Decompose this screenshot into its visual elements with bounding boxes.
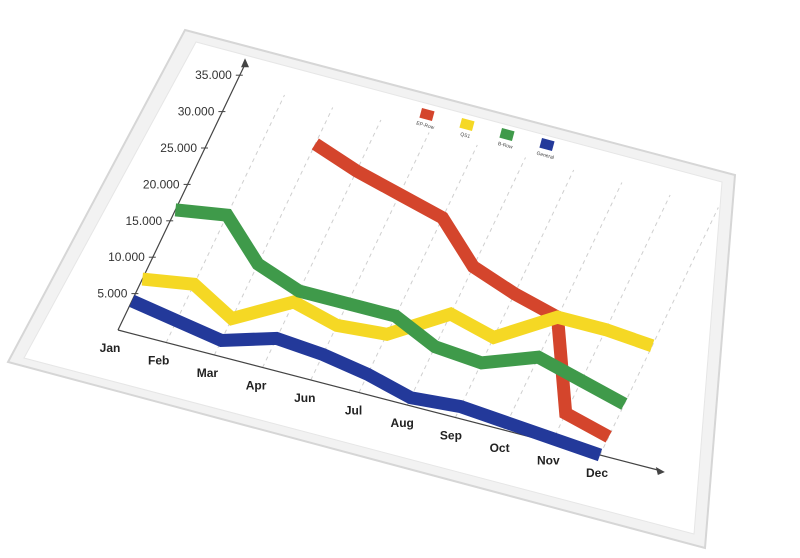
legend-swatch — [539, 137, 555, 152]
x-tick-labels: Jan Feb Mar Apr Jun Jul Aug Sep Oct Nov Dec — [100, 341, 609, 480]
legend-label: EP-Row — [416, 121, 436, 132]
x-tick-label: Sep — [440, 429, 462, 443]
x-tick-label: Feb — [148, 354, 169, 368]
legend-label: General — [536, 151, 555, 161]
grid-line — [310, 132, 430, 381]
legend-label: QS1 — [460, 132, 471, 140]
grid-line — [599, 207, 719, 456]
x-tick-label: Apr — [246, 379, 267, 393]
x-tick-label: Aug — [391, 416, 414, 430]
grid-line — [213, 107, 334, 356]
legend-swatch — [419, 107, 435, 122]
y-axis-arrow — [241, 58, 250, 68]
series-lines — [129, 138, 655, 462]
x-tick-label: Jul — [345, 404, 362, 418]
x-tick-label: Oct — [490, 441, 510, 455]
legend-swatch — [459, 117, 475, 132]
legend-swatch — [499, 128, 515, 142]
legend: EP-Row QS1 B-Row General — [416, 107, 555, 161]
series-line-ep-row — [311, 138, 612, 443]
y-tick-label: 5.000 — [97, 287, 127, 301]
x-tick-label: Dec — [586, 466, 608, 480]
x-tick-label: Jan — [100, 341, 121, 355]
sheet-paper — [23, 41, 723, 535]
x-tick-label: Nov — [537, 454, 560, 468]
grid-line — [406, 157, 526, 406]
grid-line — [551, 194, 671, 443]
series-line-general — [129, 294, 603, 462]
y-tick-labels: 5.000 10.000 15.000 20.000 25.000 30.000 35.00… — [97, 68, 243, 301]
x-tick-label: Jun — [294, 391, 315, 405]
grid-line — [503, 182, 623, 431]
y-tick-label: 15.000 — [125, 214, 162, 228]
series-line-qs1 — [141, 272, 655, 352]
y-tick-label: 30.000 — [178, 105, 215, 119]
y-tick-label: 25.000 — [160, 141, 197, 155]
y-tick-label: 35.000 — [195, 68, 232, 82]
y-tick-label: 20.000 — [143, 177, 180, 191]
legend-label: B-Row — [497, 141, 513, 151]
x-axis-arrow — [655, 467, 665, 475]
y-tick-label: 10.000 — [108, 250, 145, 264]
grid-line — [262, 119, 382, 368]
series-line-b-row — [174, 203, 628, 410]
y-axis — [117, 64, 246, 331]
x-tick-label: Mar — [197, 366, 219, 380]
grid-line — [358, 144, 478, 393]
